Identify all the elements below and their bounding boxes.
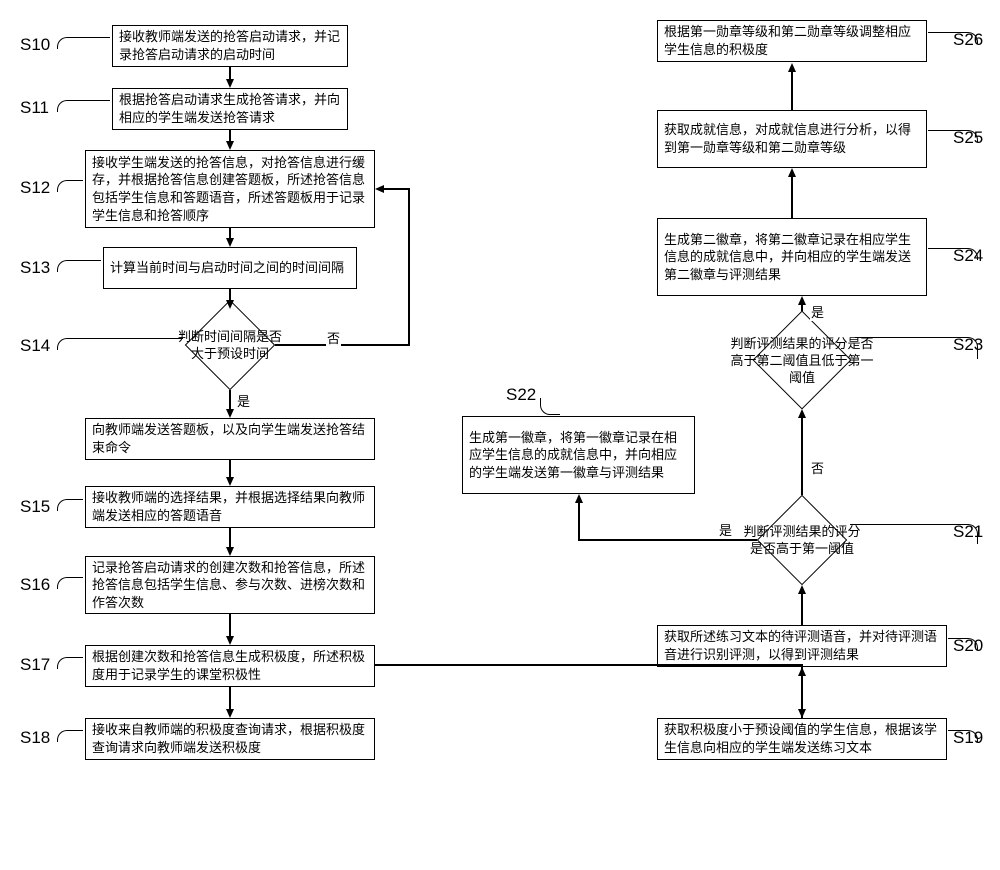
lead-s12 xyxy=(57,180,83,192)
lead-s24 xyxy=(928,248,978,260)
node-s13-text: 计算当前时间与启动时间之间的时间间隔 xyxy=(110,259,344,277)
lead-s19 xyxy=(948,730,978,742)
lead-s16 xyxy=(57,577,83,589)
node-s19: 获取积极度小于预设阈值的学生信息，根据该学生信息向相应的学生端发送练习文本 xyxy=(657,718,947,760)
node-d14 xyxy=(185,300,276,391)
edge-s19-s20 xyxy=(801,676,803,718)
lead-s22 xyxy=(540,398,560,415)
node-s18-text: 接收来自教师端的积极度查询请求，根据积极度查询请求向教师端发送积极度 xyxy=(92,721,368,756)
label-s17: S17 xyxy=(20,655,50,675)
lead-s25 xyxy=(928,130,978,142)
edgelabel-d23-yes: 是 xyxy=(810,302,825,321)
node-s17: 根据创建次数和抢答信息生成积极度，所述积极度用于记录学生的课堂积极性 xyxy=(85,645,375,687)
edge-d14-no-h xyxy=(275,344,410,346)
lead-s21 xyxy=(850,524,978,544)
edge-s15-s16 xyxy=(229,528,231,548)
label-s10: S10 xyxy=(20,35,50,55)
edge-s17-s18 xyxy=(229,687,231,710)
label-s12: S12 xyxy=(20,178,50,198)
lead-s23 xyxy=(855,337,978,359)
node-s15-text: 接收教师端的选择结果，并根据选择结果向教师端发送相应的答题语音 xyxy=(92,489,368,524)
node-d21 xyxy=(757,495,848,586)
node-s18: 接收来自教师端的积极度查询请求，根据积极度查询请求向教师端发送积极度 xyxy=(85,718,375,760)
label-s11: S11 xyxy=(20,98,49,118)
edgelabel-d21-no: 否 xyxy=(810,458,825,477)
node-s14b-text: 向教师端发送答题板，以及向学生端发送抢答结束命令 xyxy=(92,421,368,456)
node-s17-text: 根据创建次数和抢答信息生成积极度，所述积极度用于记录学生的课堂积极性 xyxy=(92,648,368,683)
node-s14b: 向教师端发送答题板，以及向学生端发送抢答结束命令 xyxy=(85,418,375,460)
edgelabel-d21-yes: 是 xyxy=(718,520,733,539)
node-s11-text: 根据抢答启动请求生成抢答请求，并向相应的学生端发送抢答请求 xyxy=(119,91,341,126)
edge-d21-s22-v xyxy=(578,503,580,540)
node-s26: 根据第一勋章等级和第二勋章等级调整相应学生信息的积极度 xyxy=(657,20,927,62)
node-s16: 记录抢答启动请求的创建次数和抢答信息，所述抢答信息包括学生信息、参与次数、进榜次… xyxy=(85,556,375,614)
edge-s16-s17 xyxy=(229,614,231,637)
edge-s17-s19-h xyxy=(375,664,802,666)
node-s24-text: 生成第二徽章，将第二徽章记录在相应学生信息的成就信息中，并向相应的学生端发送第二… xyxy=(664,231,920,284)
node-s10-text: 接收教师端发送的抢答启动请求，并记录抢答启动请求的启动时间 xyxy=(119,28,341,63)
edge-d14-no-v xyxy=(408,188,410,346)
node-s22: 生成第一徽章，将第一徽章记录在相应学生信息的成就信息中，并向相应的学生端发送第一… xyxy=(462,416,695,494)
lead-s20 xyxy=(948,638,978,650)
lead-s11 xyxy=(57,100,110,112)
lead-s17 xyxy=(57,657,83,669)
node-s10: 接收教师端发送的抢答启动请求，并记录抢答启动请求的启动时间 xyxy=(112,25,348,67)
lead-s14 xyxy=(57,338,183,350)
edge-s14b-s15 xyxy=(229,460,231,478)
node-s15: 接收教师端的选择结果，并根据选择结果向教师端发送相应的答题语音 xyxy=(85,486,375,528)
node-s19-text: 获取积极度小于预设阈值的学生信息，根据该学生信息向相应的学生端发送练习文本 xyxy=(664,721,940,756)
edge-d21-s22-h xyxy=(578,539,757,541)
edge-d14-no-h2 xyxy=(384,188,410,190)
node-s24: 生成第二徽章，将第二徽章记录在相应学生信息的成就信息中，并向相应的学生端发送第二… xyxy=(657,218,927,296)
edgelabel-d14-no: 否 xyxy=(326,328,341,347)
edgelabel-d14-yes: 是 xyxy=(236,391,251,410)
lead-s18 xyxy=(57,730,83,742)
node-s20-text: 获取所述练习文本的待评测语音，并对待评测语音进行识别评测，以得到评测结果 xyxy=(664,628,940,663)
edge-d21-d23 xyxy=(801,418,803,495)
label-s14: S14 xyxy=(20,336,50,356)
flowchart-canvas: 接收教师端发送的抢答启动请求，并记录抢答启动请求的启动时间 根据抢答启动请求生成… xyxy=(0,0,1000,870)
node-s16-text: 记录抢答启动请求的创建次数和抢答信息，所述抢答信息包括学生信息、参与次数、进榜次… xyxy=(92,559,368,612)
lead-s10 xyxy=(57,37,110,49)
lead-s26 xyxy=(928,32,978,44)
node-s13: 计算当前时间与启动时间之间的时间间隔 xyxy=(103,247,357,289)
node-s12: 接收学生端发送的抢答信息，对抢答信息进行缓存，并根据抢答信息创建答题板，所述抢答… xyxy=(85,150,375,228)
node-s12-text: 接收学生端发送的抢答信息，对抢答信息进行缓存，并根据抢答信息创建答题板，所述抢答… xyxy=(92,154,368,224)
node-s11: 根据抢答启动请求生成抢答请求，并向相应的学生端发送抢答请求 xyxy=(112,88,348,130)
label-s15: S15 xyxy=(20,497,50,517)
lead-s15 xyxy=(57,499,83,511)
edge-s24-s25 xyxy=(791,177,793,218)
label-s16: S16 xyxy=(20,575,50,595)
node-s20: 获取所述练习文本的待评测语音，并对待评测语音进行识别评测，以得到评测结果 xyxy=(657,625,947,667)
label-s22: S22 xyxy=(506,385,536,405)
node-s22-text: 生成第一徽章，将第一徽章记录在相应学生信息的成就信息中，并向相应的学生端发送第一… xyxy=(469,429,688,482)
node-s25: 获取成就信息，对成就信息进行分析，以得到第一勋章等级和第二勋章等级 xyxy=(657,110,927,168)
node-d23 xyxy=(753,311,852,410)
lead-s13 xyxy=(57,260,101,272)
edge-d14-s14b xyxy=(229,390,231,410)
node-s25-text: 获取成就信息，对成就信息进行分析，以得到第一勋章等级和第二勋章等级 xyxy=(664,121,920,156)
edge-s20-d21 xyxy=(801,594,803,625)
node-s26-text: 根据第一勋章等级和第二勋章等级调整相应学生信息的积极度 xyxy=(664,23,920,58)
label-s13: S13 xyxy=(20,258,50,278)
label-s18: S18 xyxy=(20,728,50,748)
edge-s25-s26 xyxy=(791,72,793,110)
edge-d23-s24 xyxy=(801,305,803,311)
